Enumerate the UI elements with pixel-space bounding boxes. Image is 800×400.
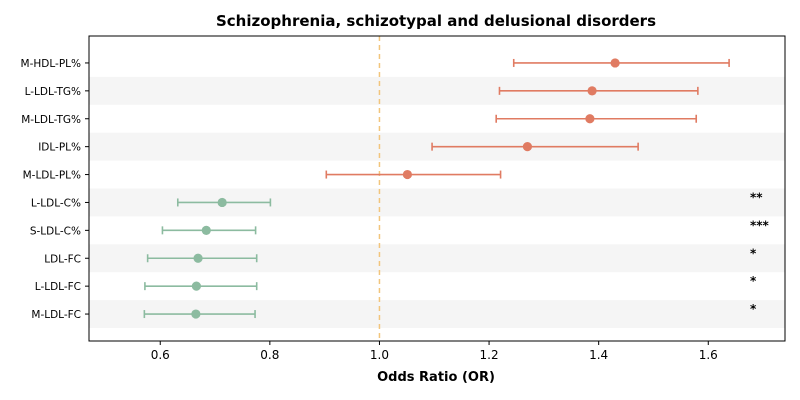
significance-marker: *** bbox=[750, 218, 770, 232]
odds-ratio-point bbox=[585, 114, 595, 124]
x-axis: 0.6 0.8 1.0 1.2 1.4 1.6 bbox=[151, 341, 718, 362]
x-tick-label: 0.8 bbox=[260, 348, 279, 362]
y-tick-label: M-LDL-FC bbox=[31, 309, 81, 321]
estimate-row bbox=[146, 253, 258, 263]
estimate-row bbox=[325, 169, 502, 180]
odds-ratio-point bbox=[193, 253, 203, 263]
odds-ratio-point bbox=[201, 225, 211, 235]
estimate-row bbox=[144, 281, 258, 291]
odds-ratio-point bbox=[610, 58, 620, 68]
significance-marker: * bbox=[750, 274, 757, 288]
estimate-row bbox=[431, 142, 639, 152]
estimates bbox=[143, 58, 730, 319]
estimate-row bbox=[495, 114, 698, 124]
y-tick-label: M-LDL-TG% bbox=[21, 114, 81, 126]
x-tick-label: 1.6 bbox=[699, 348, 718, 362]
x-tick-label: 0.6 bbox=[151, 348, 170, 362]
plot-frame bbox=[88, 35, 786, 342]
odds-ratio-point bbox=[587, 86, 597, 96]
x-tick-label: 1.2 bbox=[480, 348, 499, 362]
y-tick-label: IDL-PL% bbox=[38, 142, 81, 154]
estimate-row bbox=[176, 197, 272, 208]
odds-ratio-point bbox=[217, 197, 227, 208]
odds-ratio-point bbox=[522, 142, 533, 152]
significance-marker: * bbox=[750, 246, 757, 260]
y-axis: M-HDL-PL% L-LDL-TG% M-LDL-TG% IDL-PL% M-LDL-… bbox=[21, 58, 89, 321]
x-tick-label: 1.4 bbox=[589, 348, 608, 362]
y-tick-label: LDL-FC bbox=[44, 253, 81, 265]
estimate-row bbox=[498, 86, 699, 96]
x-axis-label: Odds Ratio (OR) bbox=[377, 370, 495, 385]
x-tick-label: 1.0 bbox=[370, 348, 389, 362]
estimate-row bbox=[143, 309, 256, 319]
estimate-row bbox=[512, 58, 730, 68]
estimate-row bbox=[161, 225, 257, 235]
chart-title: Schizophrenia, schizotypal and delusiona… bbox=[216, 12, 656, 30]
y-tick-label: L-LDL-TG% bbox=[25, 86, 81, 98]
y-tick-label: L-LDL-FC bbox=[35, 281, 81, 293]
y-tick-label: M-LDL-PL% bbox=[23, 170, 81, 182]
y-tick-label: S-LDL-C% bbox=[30, 225, 81, 237]
odds-ratio-point bbox=[402, 169, 413, 180]
odds-ratio-point bbox=[191, 281, 202, 291]
significance-marker: ** bbox=[750, 190, 763, 204]
y-tick-label: L-LDL-C% bbox=[31, 197, 81, 209]
odds-ratio-point bbox=[191, 309, 201, 319]
significance-markers: ******** bbox=[750, 190, 770, 316]
y-tick-label: M-HDL-PL% bbox=[21, 58, 81, 70]
significance-marker: * bbox=[750, 302, 757, 316]
